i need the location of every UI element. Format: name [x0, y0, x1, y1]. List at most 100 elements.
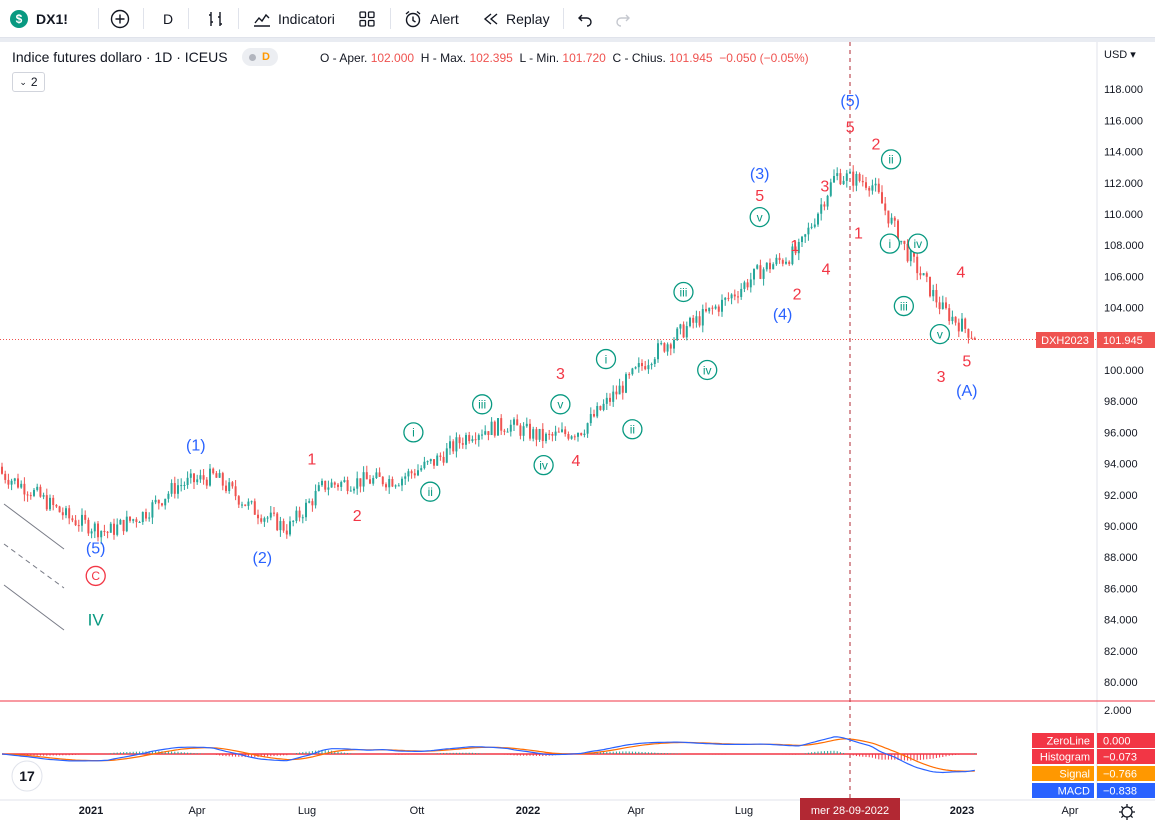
- time-tick-label: Apr: [627, 805, 644, 817]
- wave-label[interactable]: 1: [307, 452, 316, 469]
- candle-body: [81, 514, 83, 526]
- wave-label[interactable]: 3: [556, 366, 565, 383]
- close-value: 101.945: [669, 51, 713, 65]
- wave-label[interactable]: 4: [572, 453, 581, 470]
- candle-body: [202, 475, 205, 480]
- candle-body: [90, 531, 93, 534]
- undo-button[interactable]: [576, 0, 594, 37]
- price-tick-label: 90.000: [1104, 521, 1138, 533]
- wave-label[interactable]: 4: [822, 261, 831, 278]
- wave-label[interactable]: 2: [793, 286, 802, 303]
- replay-button[interactable]: Replay: [482, 0, 550, 37]
- wave-label[interactable]: i: [879, 233, 901, 254]
- wave-label[interactable]: 3: [820, 179, 829, 196]
- candle-body: [532, 429, 535, 439]
- candle-body: [397, 485, 400, 487]
- candle-body: [321, 480, 323, 486]
- candle-body: [429, 459, 432, 462]
- replay-label: Replay: [506, 10, 550, 27]
- candle-body: [932, 289, 935, 297]
- wave-label[interactable]: 2: [353, 508, 362, 525]
- candle-body: [887, 210, 890, 224]
- indicators-button[interactable]: Indicatori: [252, 0, 335, 37]
- wave-label[interactable]: 5: [755, 188, 764, 205]
- candle-body: [138, 522, 141, 524]
- wave-label[interactable]: IV: [88, 611, 105, 630]
- legend-title[interactable]: Indice futures dollaro · 1D · ICEUS: [12, 49, 228, 65]
- trend-line[interactable]: [3, 503, 65, 550]
- candle-body: [570, 436, 573, 439]
- wave-label[interactable]: iii: [472, 394, 493, 415]
- wave-label[interactable]: (1): [186, 438, 206, 455]
- candle-body: [676, 328, 679, 340]
- trend-line[interactable]: [3, 584, 65, 631]
- settings-gear-icon[interactable]: [1119, 804, 1135, 820]
- alarm-clock-icon: [405, 10, 421, 27]
- trend-line-dashed[interactable]: [3, 543, 65, 589]
- wave-label[interactable]: 3: [937, 369, 946, 386]
- candle-body: [260, 518, 263, 522]
- wave-label[interactable]: (4): [773, 307, 793, 324]
- tradingview-logo: 17: [11, 760, 43, 792]
- candle-body: [4, 473, 7, 480]
- chart-type-button[interactable]: [206, 0, 226, 37]
- wave-label[interactable]: 5: [962, 353, 971, 370]
- wave-label[interactable]: iv: [533, 455, 554, 476]
- alert-button[interactable]: Alert: [403, 0, 459, 37]
- wave-label[interactable]: 2: [871, 137, 880, 154]
- wave-label[interactable]: i: [403, 422, 424, 443]
- candle-body: [615, 391, 618, 395]
- redo-button[interactable]: [614, 0, 632, 37]
- wave-label[interactable]: 1: [790, 238, 799, 255]
- candle-body: [733, 294, 736, 297]
- legend-collapse-button[interactable]: ⌄ 2: [12, 72, 45, 92]
- wave-label[interactable]: iv: [697, 359, 718, 381]
- wave-label[interactable]: (A): [956, 383, 977, 400]
- wave-label[interactable]: iii: [673, 281, 694, 303]
- wave-label[interactable]: 4: [956, 264, 965, 281]
- delay-badge[interactable]: D: [241, 48, 278, 66]
- add-symbol-button[interactable]: [110, 0, 130, 37]
- candle-body: [577, 433, 579, 437]
- wave-label[interactable]: ii: [622, 419, 643, 440]
- candle-body: [381, 476, 384, 485]
- candle-body: [74, 520, 77, 526]
- candle-body: [247, 501, 250, 506]
- candle-body: [282, 521, 285, 531]
- wave-label-text: 3: [556, 366, 565, 383]
- candle-body: [292, 520, 295, 522]
- wave-label[interactable]: C: [85, 565, 106, 587]
- wave-label[interactable]: v: [929, 323, 951, 345]
- wave-label[interactable]: i: [595, 348, 617, 370]
- symbol-search-button[interactable]: $ DX1!: [10, 0, 68, 37]
- candle-body: [151, 502, 154, 518]
- wave-label-text: (1): [186, 438, 206, 455]
- wave-label[interactable]: iii: [893, 295, 914, 317]
- wave-label[interactable]: ii: [420, 481, 441, 502]
- wave-label-text: 2: [353, 508, 362, 525]
- wave-label[interactable]: v: [749, 206, 770, 228]
- time-tick-label: 2021: [79, 805, 103, 817]
- wave-label[interactable]: (3): [750, 166, 770, 183]
- wave-label[interactable]: 1: [854, 225, 863, 242]
- interval-button[interactable]: D: [163, 0, 173, 37]
- wave-label[interactable]: (5): [840, 93, 860, 110]
- price-tick-label: 116.000: [1104, 115, 1143, 127]
- candle-body: [237, 496, 240, 505]
- candle-body: [442, 456, 445, 463]
- candle-body: [762, 269, 765, 279]
- wave-label[interactable]: v: [550, 394, 571, 415]
- candle-body: [164, 498, 167, 506]
- wave-label[interactable]: iv: [907, 233, 928, 254]
- layout-button[interactable]: [357, 0, 377, 37]
- wave-label[interactable]: 5: [846, 119, 855, 136]
- wave-label-text: ii: [888, 153, 893, 167]
- candle-body: [695, 316, 698, 323]
- wave-label[interactable]: (2): [252, 550, 272, 567]
- wave-label[interactable]: (5): [86, 541, 106, 558]
- toolbar-divider: [238, 8, 239, 29]
- wave-label[interactable]: ii: [880, 149, 902, 170]
- currency-selector[interactable]: USD ▾: [1104, 49, 1136, 61]
- candle-body: [87, 519, 90, 534]
